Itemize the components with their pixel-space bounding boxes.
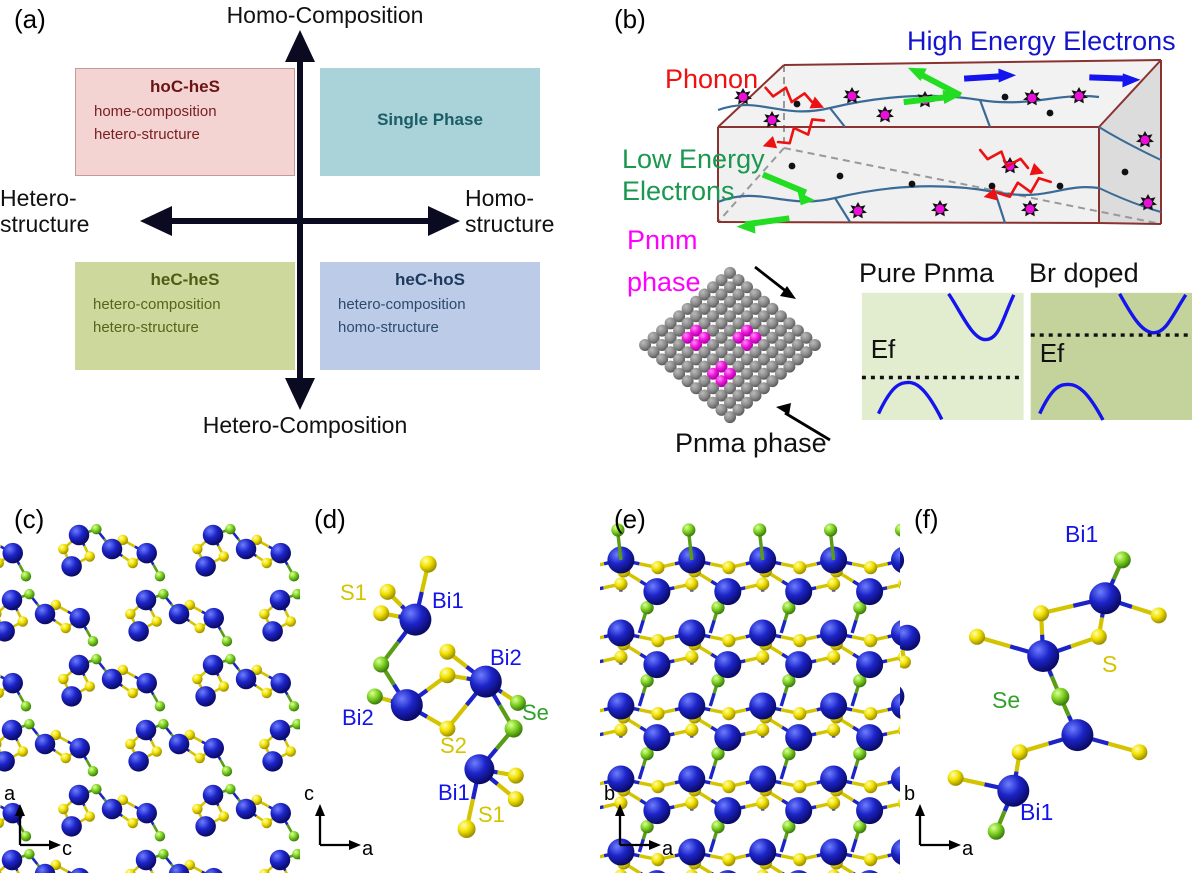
svg-text:a: a (962, 838, 974, 860)
svg-text:Bi1: Bi1 (438, 780, 470, 805)
svg-text:S1: S1 (340, 580, 367, 605)
svg-text:b: b (904, 783, 915, 805)
svg-text:phase: phase (627, 267, 701, 297)
svg-text:Pnma phase: Pnma phase (675, 428, 827, 458)
svg-text:Br doped: Br doped (1029, 258, 1139, 288)
svg-text:Electrons: Electrons (622, 176, 735, 206)
svg-text:Ef: Ef (871, 334, 896, 364)
svg-text:a: a (4, 783, 16, 805)
svg-text:Se: Se (522, 700, 549, 725)
svg-text:b: b (604, 783, 615, 805)
svg-text:Bi2: Bi2 (342, 705, 374, 730)
svg-text:Pure Pnma: Pure Pnma (859, 258, 995, 288)
svg-text:Ef: Ef (1040, 338, 1065, 368)
svg-text:Bi1: Bi1 (1065, 521, 1098, 547)
svg-text:a: a (662, 838, 674, 860)
svg-text:Low Energy: Low Energy (622, 144, 765, 174)
svg-text:Se: Se (992, 687, 1020, 713)
svg-text:a: a (362, 838, 374, 860)
svg-text:High Energy Electrons: High Energy Electrons (907, 26, 1176, 56)
svg-text:c: c (62, 838, 72, 860)
svg-text:Bi1: Bi1 (1020, 799, 1053, 825)
svg-text:S: S (1102, 651, 1117, 677)
svg-text:Phonon: Phonon (665, 64, 758, 94)
svg-text:Pnnm: Pnnm (627, 225, 698, 255)
svg-text:S1: S1 (478, 802, 505, 827)
svg-text:Bi1: Bi1 (432, 588, 464, 613)
svg-text:c: c (304, 783, 314, 805)
svg-text:S2: S2 (440, 733, 467, 758)
svg-text:Bi2: Bi2 (490, 645, 522, 670)
